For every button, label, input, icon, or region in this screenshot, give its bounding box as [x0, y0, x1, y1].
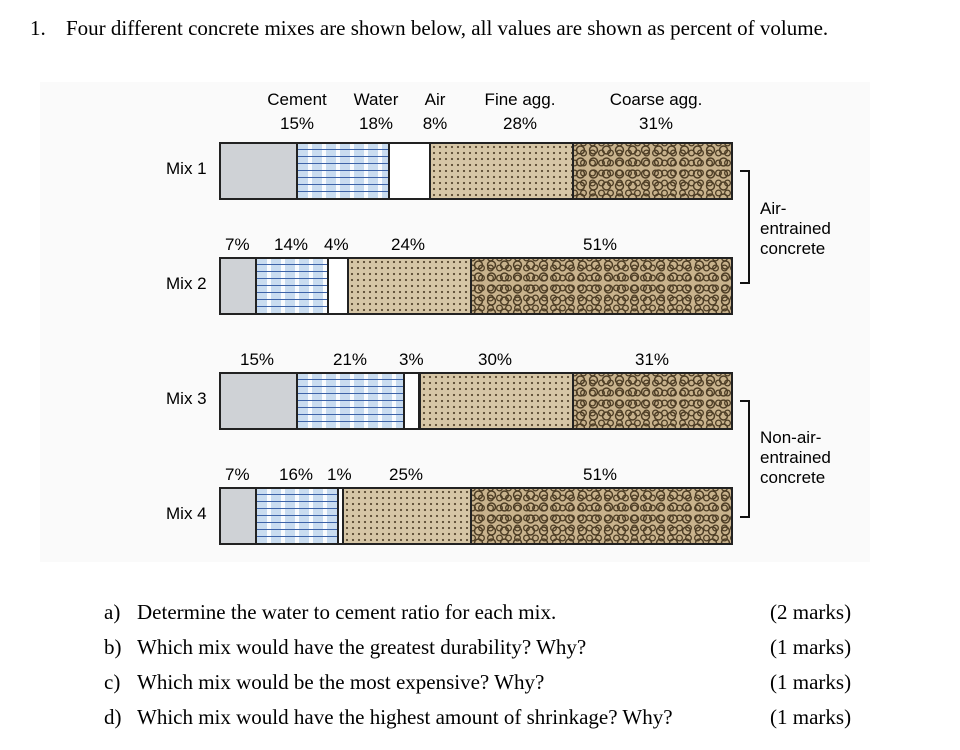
mix-4-fine-segment: [342, 487, 472, 545]
part-marks: (2 marks): [770, 600, 852, 624]
non-air-entrained-divider: [748, 420, 750, 492]
mix-3-cement-segment: [219, 372, 298, 430]
header-air: Air: [424, 90, 446, 109]
part-letter: c): [104, 670, 121, 694]
mix-2-air-percent: 4%: [324, 235, 349, 254]
air-entrained-label: Air- entrained concrete: [760, 199, 831, 259]
mix-3-coarse-percent: 31%: [635, 350, 670, 369]
question-number: 1.: [30, 16, 46, 40]
mix-2-cement-percent: 7%: [225, 235, 250, 254]
mix-4-coarse-percent: 51%: [583, 465, 618, 484]
mix-2-coarse-segment: [470, 257, 733, 315]
mix-4-fine-percent: 25%: [389, 465, 424, 484]
part-b: b) Which mix would have the greatest dur…: [104, 635, 864, 670]
sub-questions: a) Determine the water to cement ratio f…: [104, 600, 864, 740]
mix-2-fine-percent: 24%: [391, 235, 426, 254]
non-air-entrained-label-line-3: concrete: [760, 468, 826, 487]
part-letter: b): [104, 635, 122, 659]
concrete-mix-figure: Cement Water Air Fine agg. Coarse agg. M…: [40, 82, 870, 562]
mix-1-air-segment: [388, 142, 431, 200]
part-marks: (1 marks): [770, 705, 852, 729]
mix-1-cement-segment: [219, 142, 298, 200]
mix-4-water-percent: 16%: [279, 465, 314, 484]
header-fine-agg: Fine agg.: [484, 90, 556, 109]
mix-3-cement-percent: 15%: [240, 350, 275, 369]
mix-2-fine-segment: [347, 257, 472, 315]
header-coarse-agg: Coarse agg.: [609, 90, 703, 109]
mix-2-air-segment: [327, 257, 349, 315]
header-cement: Cement: [267, 90, 327, 109]
part-c: c) Which mix would be the most expensive…: [104, 670, 864, 705]
mix-4-water-segment: [255, 487, 339, 545]
mix-2-water-segment: [255, 257, 329, 315]
mix-2-cement-segment: [219, 257, 257, 315]
mix-2-water-percent: 14%: [274, 235, 309, 254]
mix-3-water-segment: [296, 372, 406, 430]
mix-4-cement-percent: 7%: [225, 465, 250, 484]
part-letter: a): [104, 600, 121, 624]
air-entrained-label-line-1: Air-: [760, 199, 787, 218]
mix-2-coarse-percent: 51%: [583, 235, 618, 254]
mix-1-air-percent: 8%: [422, 114, 448, 133]
part-a: a) Determine the water to cement ratio f…: [104, 600, 864, 635]
air-entrained-divider: [748, 192, 750, 262]
part-text: Which mix would have the greatest durabi…: [137, 635, 587, 659]
non-air-entrained-label: Non-air- entrained concrete: [760, 428, 831, 488]
mix-3-air-segment: [403, 372, 420, 430]
mix-4-cement-segment: [219, 487, 257, 545]
header-water: Water: [353, 90, 399, 109]
question-text: Four different concrete mixes are shown …: [66, 16, 829, 40]
mix-3-fine-percent: 30%: [478, 350, 513, 369]
mix-3-coarse-segment: [572, 372, 733, 430]
part-marks: (1 marks): [770, 635, 852, 659]
mix-1-cement-percent: 15%: [279, 114, 315, 133]
mix-4-air-percent: 1%: [327, 465, 352, 484]
mix-4-label: Mix 4: [166, 504, 207, 523]
part-d: d) Which mix would have the highest amou…: [104, 705, 864, 740]
mix-1-water-percent: 18%: [358, 114, 394, 133]
part-text: Which mix would have the highest amount …: [137, 705, 673, 729]
non-air-entrained-label-line-1: Non-air-: [760, 428, 822, 447]
mix-3-water-percent: 21%: [333, 350, 368, 369]
mix-1-coarse-percent: 31%: [638, 114, 674, 133]
mix-1-coarse-segment: [572, 142, 733, 200]
mix-3-air-percent: 3%: [399, 350, 424, 369]
mix-4-coarse-segment: [470, 487, 733, 545]
mix-2-label: Mix 2: [166, 274, 207, 293]
part-marks: (1 marks): [770, 670, 852, 694]
part-letter: d): [104, 705, 122, 729]
mix-1-water-segment: [296, 142, 390, 200]
mix-3-label: Mix 3: [166, 389, 207, 408]
non-air-entrained-label-line-2: entrained: [760, 448, 831, 467]
part-text: Determine the water to cement ratio for …: [137, 600, 557, 624]
mix-1-label: Mix 1: [166, 159, 207, 178]
part-text: Which mix would be the most expensive? W…: [137, 670, 545, 694]
mix-1-fine-percent: 28%: [502, 114, 538, 133]
mix-1-fine-segment: [429, 142, 574, 200]
air-entrained-label-line-2: entrained: [760, 219, 831, 238]
question-heading: 1. Four different concrete mixes are show…: [30, 16, 828, 41]
air-entrained-label-line-3: concrete: [760, 239, 826, 258]
mix-3-fine-segment: [419, 372, 575, 430]
